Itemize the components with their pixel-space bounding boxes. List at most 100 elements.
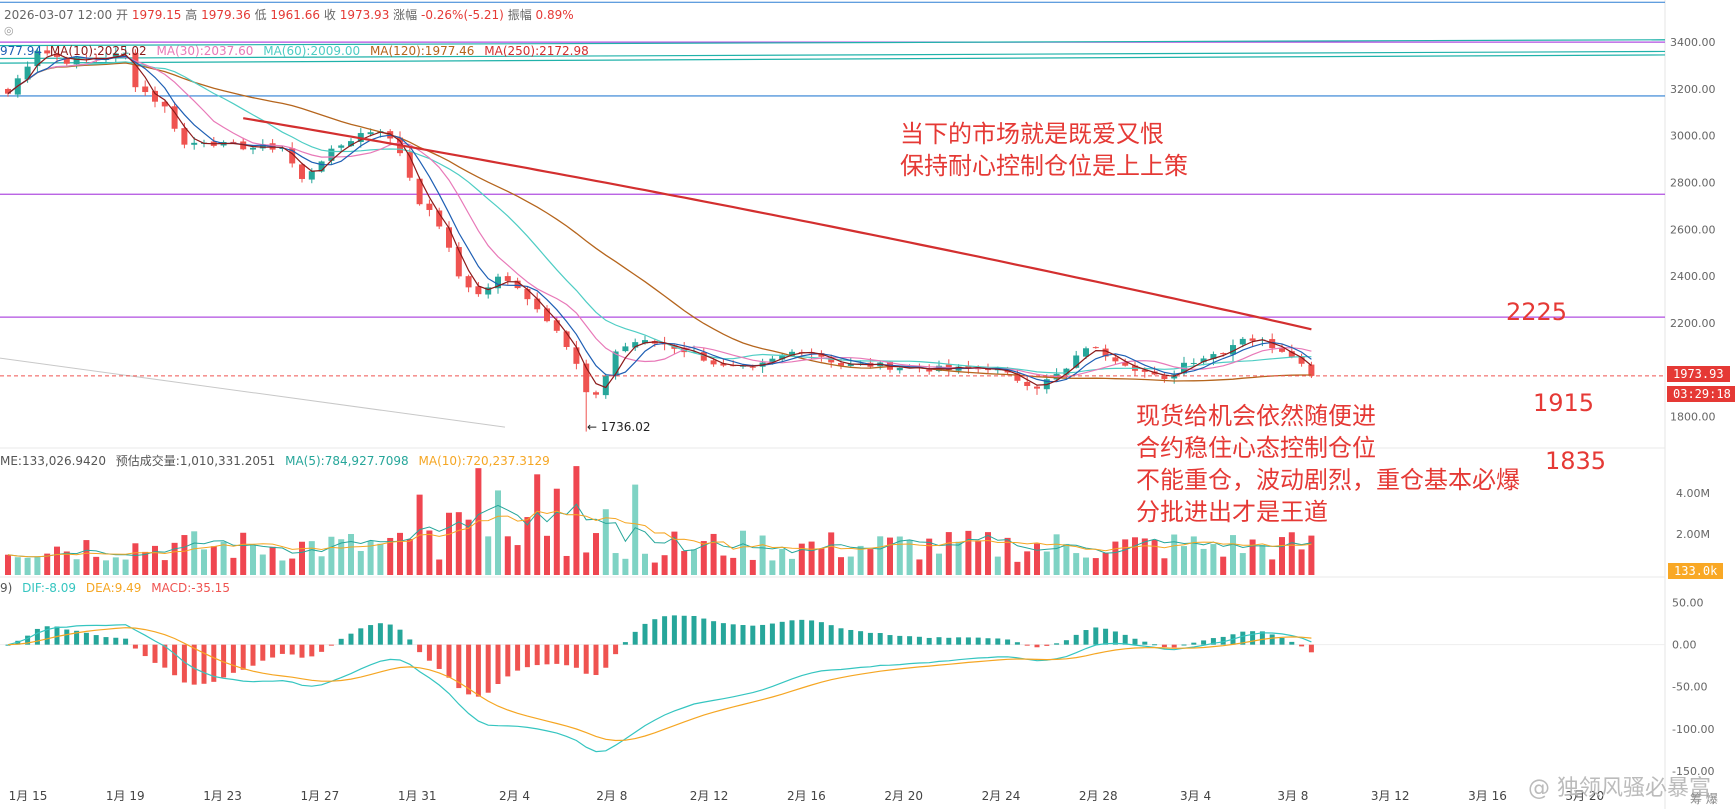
macd-histogram-bar <box>240 644 246 670</box>
macd-histogram-bar <box>956 637 962 645</box>
macd-histogram-bar <box>593 644 599 676</box>
candle-body <box>1092 347 1099 349</box>
macd-histogram-bar <box>1103 628 1109 645</box>
macd-histogram-bar <box>377 623 383 645</box>
macd-histogram-bar <box>534 644 540 666</box>
ma30-legend: MA(30):2037.60 <box>156 44 254 58</box>
macd-histogram-bar <box>93 635 99 645</box>
candle-body <box>1083 348 1089 357</box>
volume-bar <box>622 558 629 575</box>
candle-body <box>524 288 531 300</box>
volume-bar <box>1249 539 1256 575</box>
eye-icon[interactable]: ◎ <box>4 24 14 37</box>
macd-histogram-bar <box>1122 634 1128 645</box>
volume-bar <box>338 539 345 575</box>
volume-bar <box>1239 553 1246 575</box>
macd-histogram-bar <box>328 644 334 646</box>
volume-bar <box>1308 535 1315 575</box>
macd-histogram-bar <box>926 637 932 645</box>
volume-bar <box>465 519 472 575</box>
candle-body <box>299 164 305 179</box>
macd-histogram-bar <box>662 616 668 645</box>
volume-bar <box>1171 534 1178 575</box>
macd-histogram-bar <box>848 629 854 645</box>
volume-bar <box>357 551 364 575</box>
macd-histogram-bar <box>475 644 481 697</box>
macd-histogram-bar <box>1269 634 1275 645</box>
macd-histogram-bar <box>1083 630 1089 645</box>
high-value: 1979.36 <box>201 8 251 22</box>
macd-histogram-bar <box>1210 638 1216 645</box>
macd-histogram-bar <box>1093 627 1099 645</box>
macd-histogram-bar <box>221 644 227 678</box>
candle-body <box>73 57 80 65</box>
candle-body <box>54 53 60 57</box>
volume-bar <box>250 545 256 575</box>
volume-bar <box>132 543 139 575</box>
macd-histogram-bar <box>965 637 971 645</box>
candle-body <box>1249 338 1256 341</box>
volume-bar <box>1122 539 1129 575</box>
volume-bar <box>103 560 109 575</box>
candle-body <box>504 276 511 281</box>
macd-histogram-bar <box>54 626 60 645</box>
note-block-1: 当下的市场就是既爱又恨 保持耐心控制仓位是上上策 <box>900 118 1188 182</box>
level-2225: 2225 <box>1506 298 1568 326</box>
macd-histogram-bar <box>319 644 325 652</box>
ohlc-header: 2026-03-07 12:00 开 1979.15 高 1979.36 低 1… <box>4 6 574 23</box>
volume-bar <box>975 540 982 575</box>
volume-bar <box>818 548 825 575</box>
price-y-tick: 3200.00 <box>1670 83 1716 96</box>
volume-bar <box>877 536 884 575</box>
volume-bar <box>1259 545 1266 575</box>
macd-histogram-bar <box>583 644 589 674</box>
macd-histogram-bar <box>1063 640 1069 645</box>
volume-bar <box>259 554 266 575</box>
candle-body <box>289 148 296 164</box>
note2-line2: 合约稳住心态控制仓位 <box>1136 434 1376 462</box>
macd-histogram-bar <box>407 639 413 645</box>
candle-body <box>632 342 639 348</box>
dif-line <box>7 624 1312 753</box>
volume-bar <box>318 556 325 575</box>
volume-bar <box>289 558 296 575</box>
macd-histogram-bar <box>191 644 197 685</box>
low-marker: ← 1736.02 <box>587 420 651 434</box>
macd-legend: 9) DIF:-8.09 DEA:9.49 MACD:-35.15 <box>0 581 230 595</box>
candle-body <box>1024 381 1031 386</box>
macd-histogram-bar <box>397 629 403 645</box>
macd-histogram-bar <box>83 632 89 645</box>
ma250-line <box>243 117 1312 331</box>
ma120-legend: MA(120):1977.46 <box>369 44 475 58</box>
macd-histogram-bar <box>730 624 736 645</box>
volume-bar <box>847 556 854 575</box>
volume-bar <box>24 557 31 575</box>
high-label: 高 <box>185 8 198 22</box>
candle-body <box>1288 351 1295 357</box>
volume-bar <box>436 559 443 575</box>
macd-histogram-bar <box>289 644 295 655</box>
macd-histogram-bar <box>162 644 168 668</box>
volume-bar <box>838 557 844 575</box>
macd-histogram-bar <box>720 623 726 645</box>
macd-histogram-bar <box>417 644 423 653</box>
candle-body <box>338 145 345 148</box>
volume-bar <box>377 543 384 575</box>
macd-histogram-bar <box>799 619 805 645</box>
macd-histogram-bar <box>828 625 834 645</box>
volume-bar <box>955 541 962 575</box>
volume-bar <box>1053 534 1060 575</box>
ma250-legend: MA(250):2172.98 <box>484 44 589 58</box>
macd-histogram-bar <box>123 638 129 645</box>
candle-body <box>1034 386 1040 389</box>
candle-body <box>1102 348 1109 357</box>
macd-histogram-bar <box>142 644 148 657</box>
volume-bar <box>152 545 158 575</box>
candle-body <box>779 354 786 360</box>
macd-histogram-bar <box>622 642 628 645</box>
volume-value: ME:133,026.9420 <box>0 454 106 468</box>
candle-body <box>896 367 903 371</box>
volume-bar <box>1141 538 1148 575</box>
macd-y-tick: -100.00 <box>1672 723 1714 736</box>
